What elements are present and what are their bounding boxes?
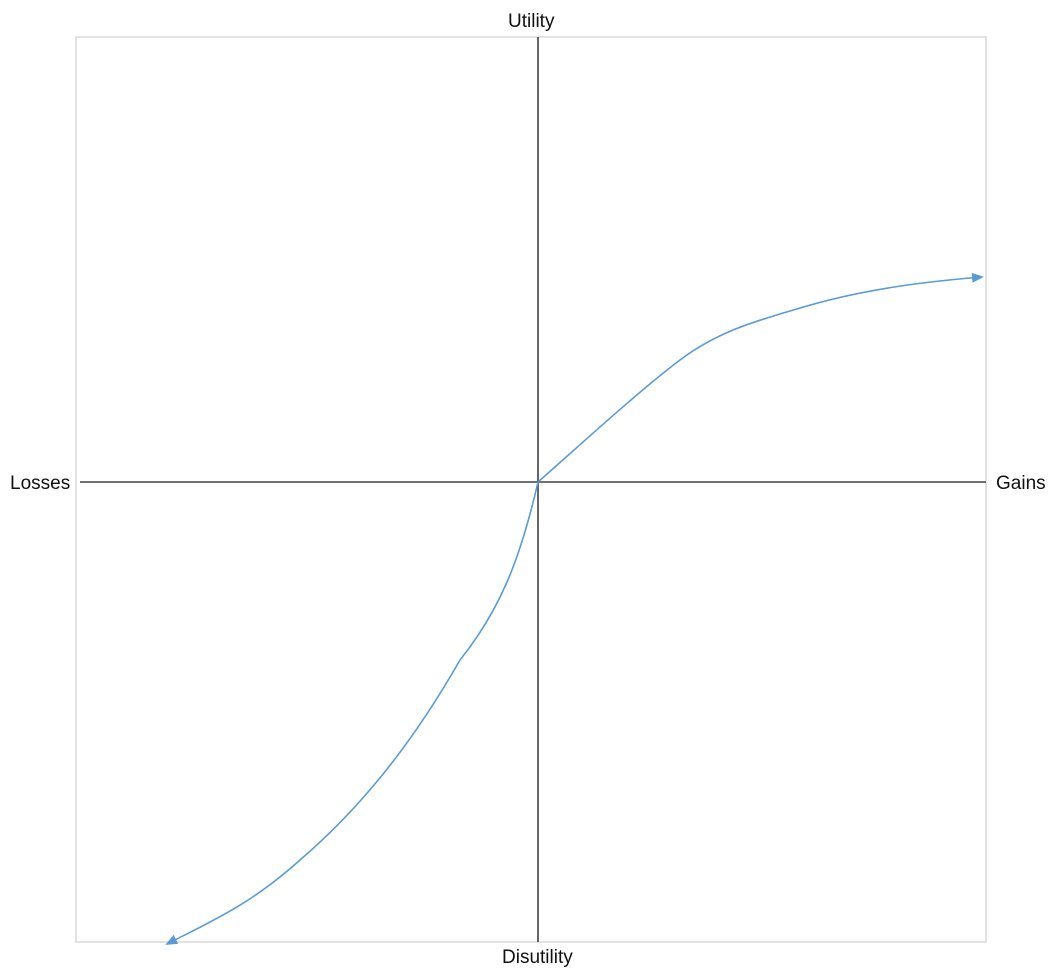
plot-frame [75,36,987,943]
gains-label: Gains [996,473,1046,494]
gains-curve [537,272,984,483]
losses-curve [165,481,539,945]
utility-label: Utility [508,11,555,32]
disutility-label: Disutility [502,947,573,968]
losses-label: Losses [10,473,71,494]
